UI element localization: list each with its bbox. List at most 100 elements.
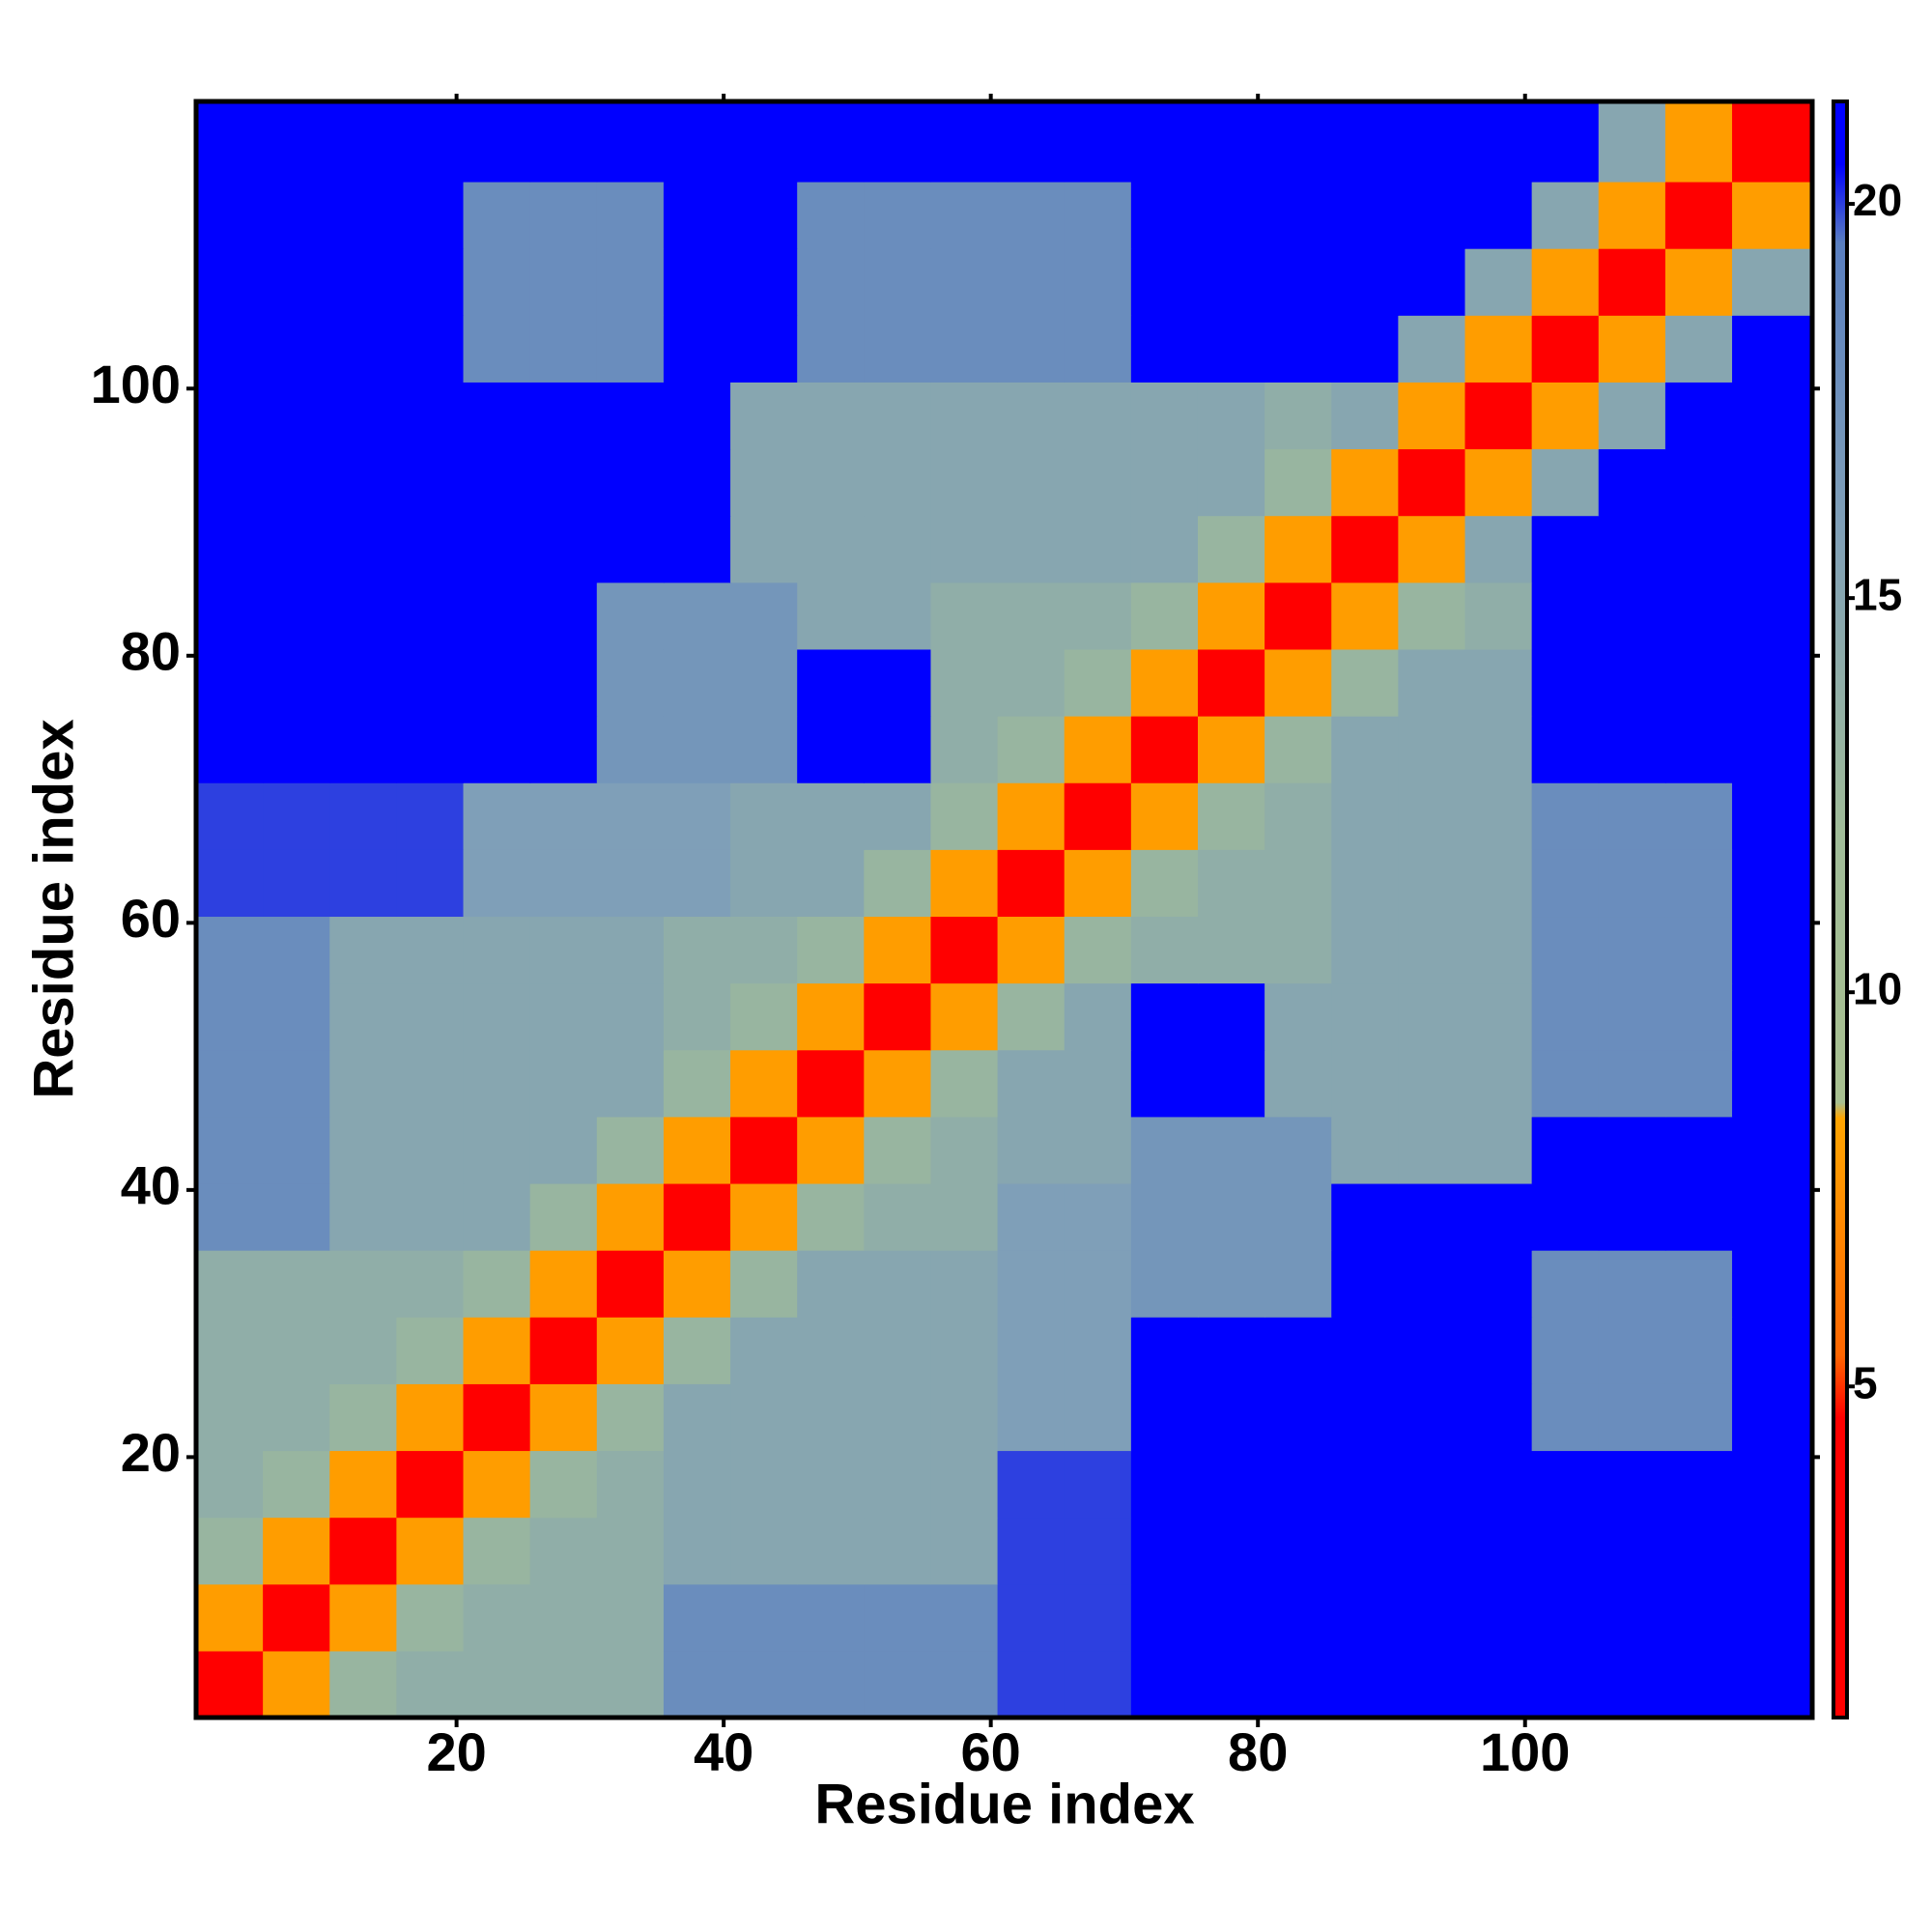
heatmap-cell (1664, 1650, 1733, 1719)
heatmap-cell (663, 1517, 731, 1585)
heatmap-cell (1531, 1317, 1600, 1384)
heatmap-cell (463, 1583, 531, 1652)
x-tick-label: 40 (694, 1721, 753, 1782)
heatmap-cell (1197, 916, 1265, 984)
heatmap-cell (263, 782, 330, 850)
heatmap-cell (329, 1317, 397, 1384)
heatmap-cell (1732, 582, 1813, 650)
heatmap-cell (730, 1182, 798, 1251)
heatmap-cell (463, 1250, 531, 1318)
heatmap-cell (1130, 1383, 1199, 1452)
heatmap-cell (1197, 248, 1265, 316)
heatmap-cell (263, 716, 330, 783)
heatmap-cell (1331, 248, 1399, 316)
heatmap-cell (1264, 101, 1332, 183)
heatmap-cell (730, 248, 798, 316)
heatmap-cell (263, 101, 330, 183)
heatmap-cell (1531, 1583, 1600, 1652)
heatmap-cell (1398, 648, 1466, 717)
heatmap-cell (196, 1250, 264, 1318)
heatmap-cell (196, 248, 264, 316)
heatmap-cell (864, 382, 932, 450)
heatmap-cell (797, 315, 865, 383)
heatmap-cell (196, 181, 264, 249)
heatmap-cell (1398, 1450, 1466, 1519)
heatmap-cell (797, 1650, 865, 1719)
heatmap-cell (930, 782, 999, 850)
colorbar (1832, 99, 1849, 1719)
heatmap-cell (1531, 181, 1600, 249)
heatmap-cell (263, 1650, 330, 1719)
heatmap-cell (529, 315, 598, 383)
heatmap-cell (1197, 982, 1265, 1051)
heatmap-cell (1197, 1116, 1265, 1184)
heatmap-cell (1598, 515, 1666, 583)
heatmap-cell (463, 382, 531, 450)
heatmap-cell (864, 515, 932, 583)
heatmap-cell (1664, 916, 1733, 984)
heatmap-cell (1064, 648, 1132, 717)
heatmap-cell (1531, 1383, 1600, 1452)
heatmap-cell (1130, 1116, 1199, 1184)
heatmap-cell (1064, 1650, 1132, 1719)
heatmap-cell (1331, 315, 1399, 383)
heatmap-cell (663, 648, 731, 717)
heatmap-cell (1464, 1049, 1533, 1118)
x-axis-label: Residue index (814, 1773, 1194, 1835)
heatmap-cell (263, 582, 330, 650)
heatmap-cell (1664, 849, 1733, 918)
heatmap-cell (1531, 582, 1600, 650)
heatmap-cell (864, 982, 932, 1051)
heatmap-cell (329, 1517, 397, 1585)
heatmap-cell (1531, 716, 1600, 783)
heatmap-cell (263, 648, 330, 717)
heatmap-cell (1197, 1583, 1265, 1652)
heatmap-cell (1464, 716, 1533, 783)
heatmap-cell (463, 1317, 531, 1384)
heatmap-cell (396, 382, 465, 450)
heatmap-cell (1398, 1317, 1466, 1384)
heatmap-cell (730, 315, 798, 383)
heatmap-cell (1064, 1450, 1132, 1519)
heatmap-cell (396, 1450, 465, 1519)
heatmap-cell (463, 1116, 531, 1184)
heatmap-cell (1732, 1182, 1813, 1251)
heatmap-cell (329, 1250, 397, 1318)
heatmap-cell (1732, 1650, 1813, 1719)
heatmap-cell (396, 849, 465, 918)
heatmap-cell (263, 1450, 330, 1519)
heatmap-cell (1598, 1049, 1666, 1118)
heatmap-cell (1464, 515, 1533, 583)
heatmap-cell (1531, 1517, 1600, 1585)
heatmap-cell (930, 1383, 999, 1452)
heatmap-cell (1732, 1049, 1813, 1118)
heatmap-cell (329, 782, 397, 850)
heatmap-cell (997, 648, 1065, 717)
heatmap-cell (196, 1317, 264, 1384)
heatmap-cell (396, 648, 465, 717)
heatmap-cell (797, 382, 865, 450)
heatmap-cell (1130, 181, 1199, 249)
heatmap-cell (596, 1583, 665, 1652)
heatmap-cell (730, 849, 798, 918)
heatmap-cell (1598, 1450, 1666, 1519)
heatmap-cell (1464, 849, 1533, 918)
heatmap-cell (997, 916, 1065, 984)
heatmap-cell (463, 1383, 531, 1452)
heatmap-cell (997, 716, 1065, 783)
heatmap-cell (1531, 849, 1600, 918)
heatmap-cell (1197, 782, 1265, 850)
heatmap-cell (196, 1383, 264, 1452)
heatmap-cell (1531, 1450, 1600, 1519)
heatmap-cell (797, 849, 865, 918)
heatmap-cell (1197, 1049, 1265, 1118)
heatmap-cell (1598, 448, 1666, 517)
heatmap-cell (1598, 181, 1666, 249)
heatmap-cell (1264, 1116, 1332, 1184)
heatmap-cell (1664, 782, 1733, 850)
heatmap-cell (663, 382, 731, 450)
heatmap-cell (1732, 1450, 1813, 1519)
heatmap-cell (1264, 1049, 1332, 1118)
heatmap-cell (864, 1517, 932, 1585)
heatmap-cell (1732, 849, 1813, 918)
